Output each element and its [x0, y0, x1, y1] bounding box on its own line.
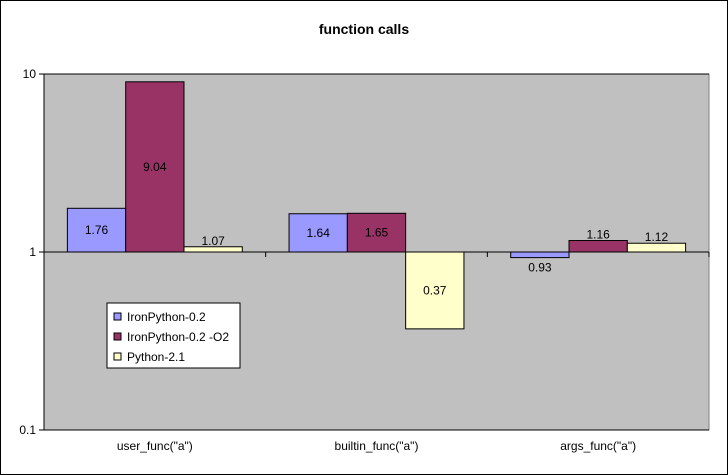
bar-2-2	[346, 212, 407, 253]
category-label: user_func("a")	[117, 439, 193, 453]
legend-label: IronPython-0.2	[127, 310, 206, 324]
data-label: 1.64	[307, 226, 331, 240]
legend-label: IronPython-0.2 -O2	[127, 330, 229, 344]
y-tick-label: 1	[29, 245, 36, 259]
y-axis: 10 1 0.1	[19, 67, 45, 437]
data-label: 1.65	[365, 226, 389, 240]
bar-3-1	[510, 251, 570, 259]
gridlines	[44, 73, 709, 431]
bar-3-3	[626, 242, 687, 253]
data-label: 0.93	[528, 261, 552, 275]
data-labels: 1.76 1.64 0.93 9.04 1.65 1.16 1.07 0.37 1.12	[85, 160, 669, 298]
bar-1-2	[125, 81, 185, 253]
data-label: 1.07	[201, 234, 225, 248]
data-label: 1.16	[586, 228, 610, 242]
bar-2-1	[288, 213, 348, 253]
y-tick-label: 10	[23, 67, 37, 81]
data-label: 1.76	[85, 223, 109, 237]
bar-1-1	[66, 207, 127, 253]
data-label: 1.12	[645, 230, 669, 244]
legend-swatch	[113, 332, 122, 341]
legend-box	[106, 302, 241, 369]
legend-swatch	[113, 352, 122, 361]
chart-title: function calls	[319, 21, 409, 37]
x-axis: user_func("a") builtin_func("a") args_func…	[117, 439, 636, 453]
data-label: 9.04	[143, 160, 167, 174]
category-label: args_func("a")	[560, 439, 636, 453]
legend-swatch	[113, 312, 122, 321]
category-label: builtin_func("a")	[335, 439, 419, 453]
bar-2-3	[405, 251, 465, 330]
data-label: 0.37	[423, 283, 447, 297]
bar-3-2	[568, 240, 628, 253]
legend: IronPython-0.2 IronPython-0.2 -O2 Python-2…	[106, 302, 241, 369]
y-tick-label: 0.1	[19, 423, 36, 437]
bars	[66, 81, 687, 330]
legend-label: Python-2.1	[127, 350, 185, 364]
